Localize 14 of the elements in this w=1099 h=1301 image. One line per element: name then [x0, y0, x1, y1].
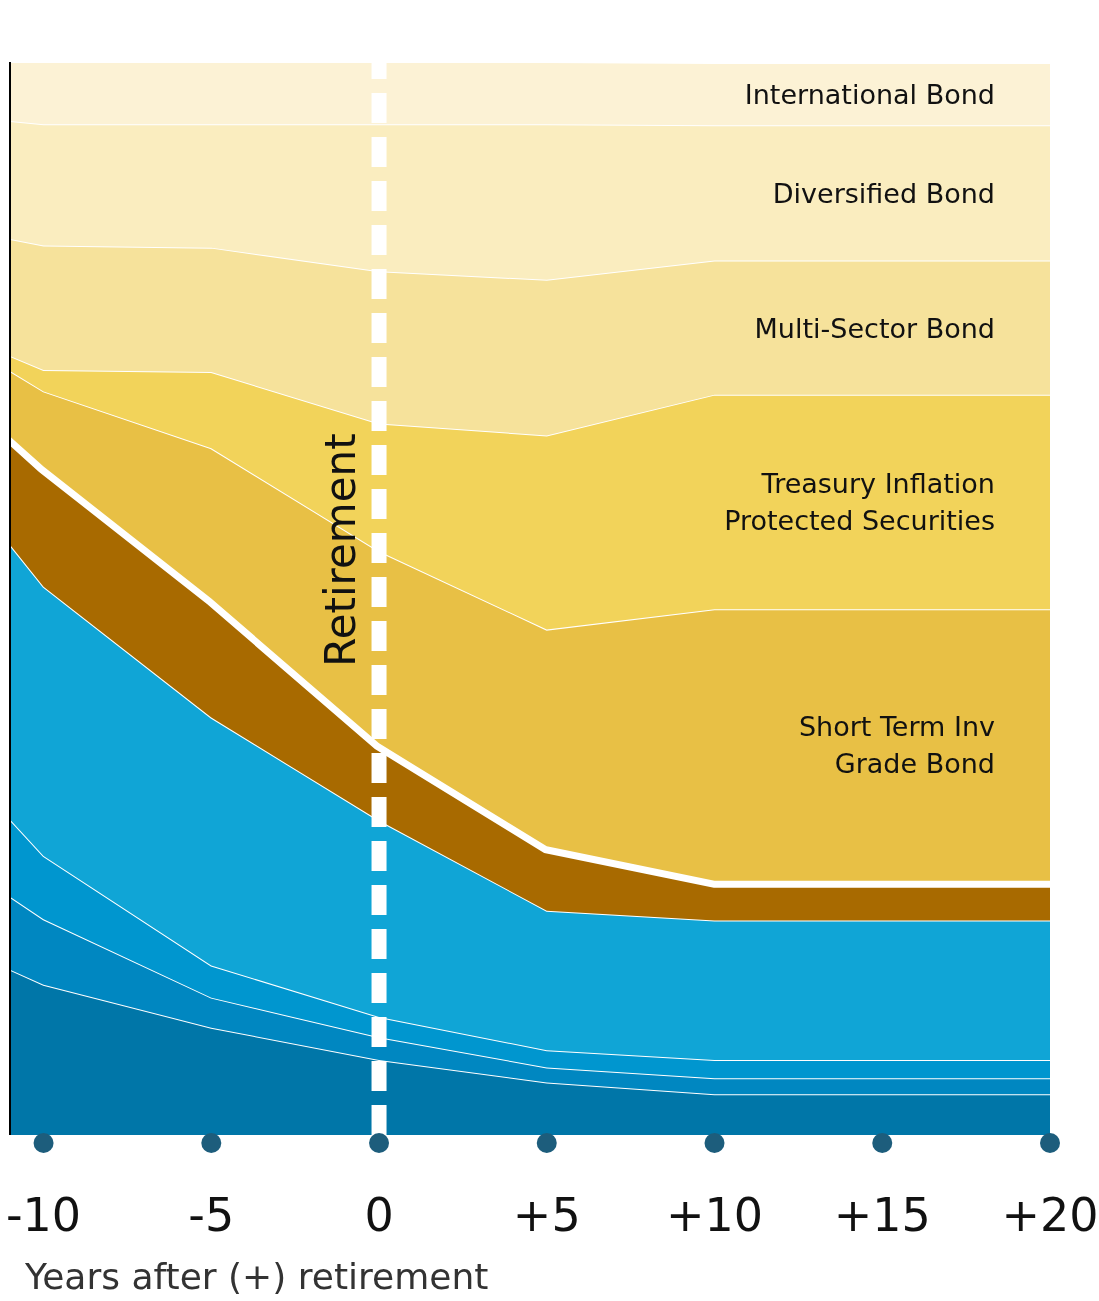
series-label: Short Term Inv Grade Bond	[798, 711, 996, 780]
x-tick-label: -5	[188, 1188, 235, 1242]
x-tick-label: -10	[5, 1188, 82, 1242]
x-axis-title: Years after (+) retirement	[24, 1256, 489, 1297]
x-tick-label: +10	[665, 1188, 764, 1242]
series-label: International Bond	[744, 79, 995, 111]
x-tick-label: 0	[364, 1188, 394, 1242]
x-tick-label: +20	[1001, 1188, 1099, 1242]
series-label: Diversified Bond	[772, 177, 995, 209]
ref-line-label: Retirement	[316, 433, 366, 667]
series-label: Treasury Inflation Protected Securities	[724, 468, 995, 537]
x-tick-label: +15	[833, 1188, 931, 1242]
x-tick-label: +5	[512, 1188, 581, 1242]
series-label: Multi-Sector Bond	[754, 312, 995, 344]
